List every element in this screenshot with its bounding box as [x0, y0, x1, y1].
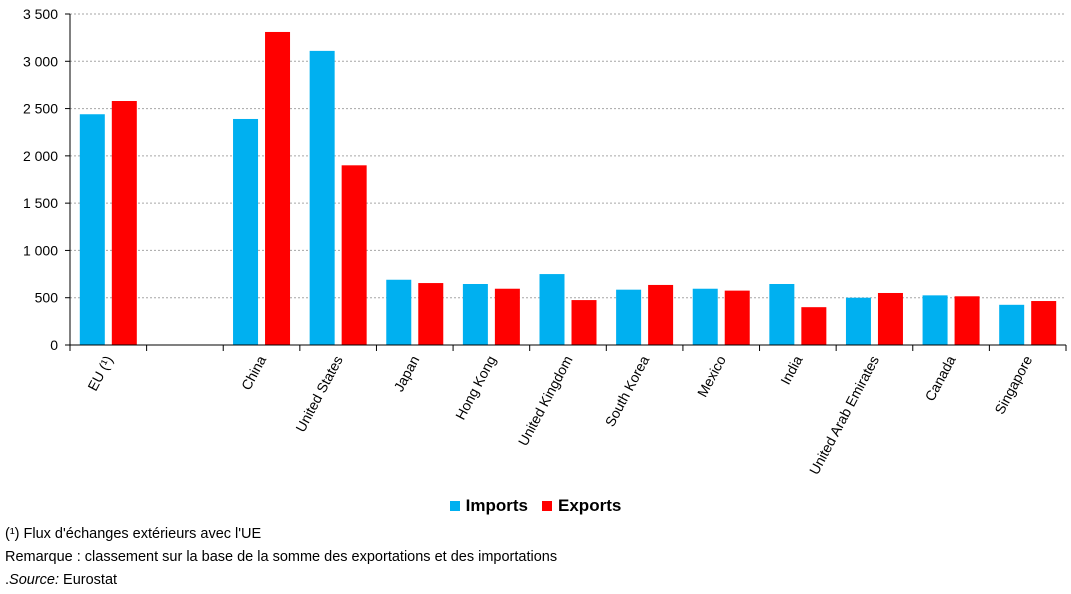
- bar-imports-hong-kong: [462, 284, 488, 345]
- legend-item-imports: Imports: [449, 496, 529, 516]
- y-tick-label: 1 500: [23, 195, 58, 211]
- bar-chart: 3 500 3 000 2 500 2 000 1 500 1 000 500 0 EU (¹…: [23, 6, 1067, 477]
- bar-exports-south-korea: [648, 284, 674, 345]
- bar-imports-united-states: [309, 50, 335, 345]
- bar-exports-united-kingdom: [571, 300, 597, 345]
- gridlines: [70, 13, 1066, 299]
- bar-exports-united-states: [341, 165, 367, 345]
- y-tick-label: 0: [50, 337, 58, 353]
- bar-exports-mexico: [724, 290, 750, 345]
- x-tick-label: India: [777, 353, 805, 388]
- legend-label-exports: Exports: [558, 496, 622, 515]
- bar-imports-india: [769, 284, 795, 345]
- y-tick-label: 2 000: [23, 148, 58, 164]
- bar-imports-mexico: [692, 288, 718, 345]
- bar-imports-united-arab-emirates: [845, 297, 871, 345]
- bars: [79, 31, 1057, 346]
- bar-exports-china: [265, 31, 291, 346]
- chart-notes: (¹) Flux d'échanges extérieurs avec l'UE…: [5, 523, 557, 592]
- bar-imports-united-kingdom: [539, 274, 565, 345]
- bar-exports-india: [801, 307, 827, 345]
- x-tick-label: United Arab Emirates: [806, 353, 882, 477]
- y-tick-label: 1 000: [23, 242, 58, 258]
- bar-imports-singapore: [999, 304, 1025, 345]
- bar-imports-canada: [922, 295, 948, 345]
- footnote: (¹) Flux d'échanges extérieurs avec l'UE: [5, 526, 262, 542]
- y-tick-label: 3 000: [23, 53, 58, 69]
- bar-imports-eu-: [79, 114, 105, 345]
- legend: Imports Exports: [0, 496, 1071, 516]
- bar-exports-hong-kong: [494, 288, 520, 345]
- source-line: .Source: Eurostat: [5, 569, 557, 592]
- x-tick-label: EU (¹): [84, 353, 116, 393]
- y-tick-label: 500: [35, 290, 59, 306]
- x-tick-label: Japan: [390, 353, 422, 394]
- legend-label-imports: Imports: [465, 496, 529, 515]
- legend-swatch-exports: [542, 501, 553, 511]
- x-tick-label: Canada: [922, 353, 959, 404]
- x-tick-label: China: [238, 353, 269, 393]
- bar-exports-canada: [954, 296, 980, 345]
- y-tick-label: 3 500: [23, 6, 58, 22]
- x-tick-label: South Korea: [602, 353, 653, 429]
- x-axis: EU (¹) China United States Japan Hong Kong Un…: [69, 344, 1067, 477]
- y-axis: 3 500 3 000 2 500 2 000 1 500 1 000 500 0: [23, 6, 71, 353]
- source-prefix: .: [5, 572, 10, 588]
- y-tick-label: 2 500: [23, 101, 58, 117]
- bar-exports-singapore: [1031, 301, 1057, 345]
- bar-exports-japan: [418, 283, 444, 345]
- bar-exports-united-arab-emirates: [877, 292, 903, 345]
- x-tick-label: United States: [292, 353, 346, 435]
- source-value: Eurostat: [59, 572, 118, 588]
- remark: Remarque : classement sur la base de la …: [5, 549, 558, 565]
- bar-imports-japan: [386, 279, 412, 345]
- bar-exports-eu-: [111, 101, 137, 346]
- x-tick-label: United Kingdom: [515, 353, 576, 448]
- x-tick-label: Singapore: [991, 353, 1035, 417]
- legend-item-exports: Exports: [542, 496, 621, 516]
- x-tick-label: Mexico: [694, 353, 729, 400]
- bar-imports-south-korea: [616, 289, 642, 345]
- source-label: Source:: [9, 572, 60, 588]
- x-tick-label: Hong Kong: [452, 353, 499, 422]
- legend-swatch-imports: [449, 501, 460, 511]
- bar-imports-china: [233, 118, 259, 345]
